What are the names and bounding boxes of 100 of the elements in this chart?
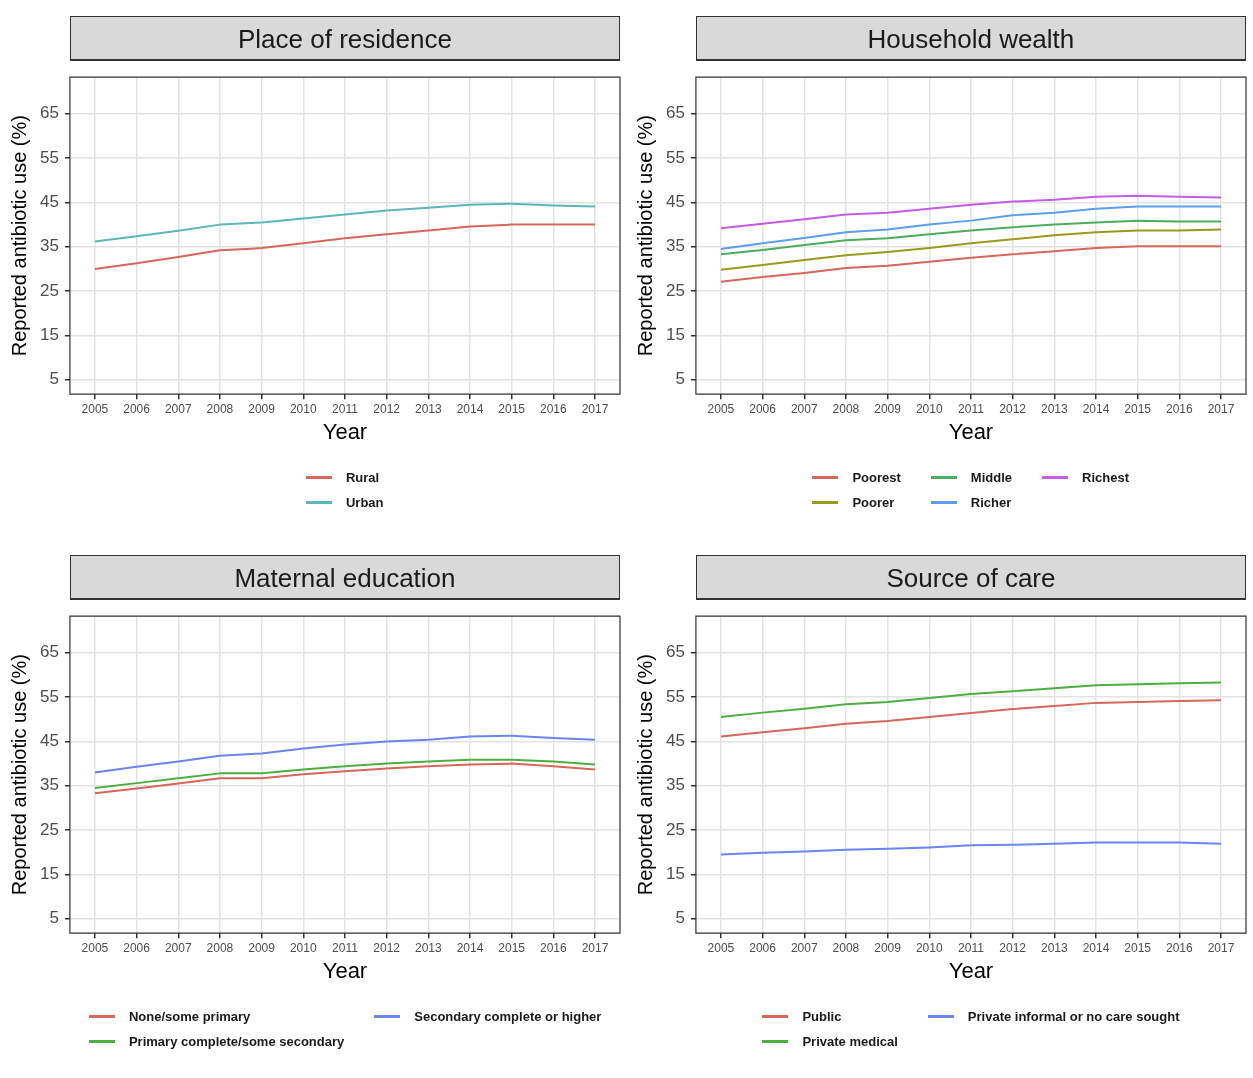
y-tick-label: 55 [665,147,685,167]
y-tick-label: 15 [39,864,59,884]
y-tick-label: 5 [675,369,685,389]
y-tick-label: 35 [665,775,685,795]
y-axis-title: Reported antibiotic use (%) [633,654,656,896]
legend-label: Private informal or no care sought [967,1009,1180,1024]
x-tick-label: 2010 [915,401,943,416]
x-tick-label: 2015 [498,940,526,955]
x-tick-label: 2005 [707,940,735,955]
x-tick-label: 2009 [874,940,902,955]
x-axis-title: Year [322,418,368,444]
x-tick-label: 2007 [164,401,192,416]
y-tick-label: 35 [665,236,685,256]
chart-title: Household wealth [695,16,1246,61]
y-tick-label: 25 [665,819,685,839]
x-tick-label: 2006 [123,940,151,955]
y-tick-label: 25 [665,280,685,300]
x-tick-label: 2011 [958,401,985,416]
y-tick-label: 55 [39,686,59,706]
x-tick-label: 2015 [498,401,526,416]
y-axis-title: Reported antibiotic use (%) [633,115,656,357]
x-tick-label: 2012 [373,940,401,955]
legend-label: Public [802,1009,842,1024]
x-tick-label: 2016 [1165,940,1193,955]
legend-label: Poorer [852,495,895,510]
x-axis-title: Year [948,418,994,444]
x-tick-label: 2011 [332,940,359,955]
chart-title: Place of residence [69,16,620,61]
x-tick-label: 2013 [414,940,442,955]
y-tick-label: 35 [39,775,59,795]
x-tick-label: 2008 [832,940,860,955]
x-tick-label: 2009 [874,401,902,416]
y-tick-label: 45 [39,192,59,212]
x-tick-label: 2005 [81,401,109,416]
x-axis-title: Year [322,957,368,983]
x-tick-label: 2012 [999,401,1027,416]
x-tick-label: 2016 [1165,401,1193,416]
x-tick-label: 2016 [539,940,567,955]
y-tick-label: 65 [39,642,59,662]
y-axis-title: Reported antibiotic use (%) [7,654,30,896]
y-tick-label: 35 [39,236,59,256]
legend-label: Richer [970,495,1012,510]
x-tick-label: 2006 [123,401,151,416]
x-tick-label: 2010 [289,401,317,416]
x-tick-label: 2014 [456,401,484,416]
x-tick-label: 2011 [332,401,359,416]
x-tick-label: 2008 [206,940,234,955]
x-tick-label: 2010 [915,940,943,955]
chart-title: Source of care [695,555,1246,600]
y-tick-label: 55 [665,686,685,706]
x-tick-label: 2017 [581,401,609,416]
legend-label: Secondary complete or higher [414,1009,602,1024]
legend-label: Urban [345,495,384,510]
y-axis-title: Reported antibiotic use (%) [7,115,30,357]
x-tick-label: 2012 [373,401,401,416]
x-tick-label: 2012 [999,940,1027,955]
y-tick-label: 45 [665,731,685,751]
x-tick-label: 2010 [289,940,317,955]
y-tick-label: 45 [665,192,685,212]
legend-label: Middle [970,470,1013,485]
y-tick-label: 5 [675,908,685,928]
x-tick-label: 2017 [1207,940,1235,955]
x-tick-label: 2006 [749,940,777,955]
y-tick-label: 65 [39,103,59,123]
x-tick-label: 2011 [958,940,985,955]
x-tick-label: 2014 [1082,401,1110,416]
x-tick-label: 2008 [832,401,860,416]
x-tick-label: 2005 [707,401,735,416]
x-tick-label: 2015 [1124,401,1152,416]
x-tick-label: 2005 [81,940,109,955]
y-tick-label: 15 [39,325,59,345]
x-tick-label: 2009 [248,401,276,416]
y-tick-label: 65 [665,642,685,662]
x-axis-title: Year [948,957,994,983]
legend-label: Richest [1082,470,1129,485]
y-tick-label: 15 [665,325,685,345]
y-tick-label: 5 [49,369,59,389]
x-tick-label: 2017 [581,940,609,955]
x-tick-label: 2009 [248,940,276,955]
x-tick-label: 2016 [539,401,567,416]
y-tick-label: 5 [49,908,59,928]
y-tick-label: 15 [665,864,685,884]
legend-label: Poorest [852,470,901,485]
x-tick-label: 2007 [164,940,192,955]
x-tick-label: 2014 [456,940,484,955]
x-tick-label: 2013 [414,401,442,416]
x-tick-label: 2008 [206,401,234,416]
y-tick-label: 55 [39,147,59,167]
legend-label: Primary complete/some secondary [128,1034,345,1049]
y-tick-label: 25 [39,819,59,839]
y-tick-label: 45 [39,731,59,751]
y-tick-label: 25 [39,280,59,300]
x-tick-label: 2006 [749,401,777,416]
x-tick-label: 2007 [790,940,818,955]
chart-title: Maternal education [69,555,620,600]
x-tick-label: 2014 [1082,940,1110,955]
legend-label: Private medical [802,1034,898,1049]
legend-label: None/some primary [128,1009,251,1024]
x-tick-label: 2013 [1040,940,1068,955]
x-tick-label: 2013 [1040,401,1068,416]
